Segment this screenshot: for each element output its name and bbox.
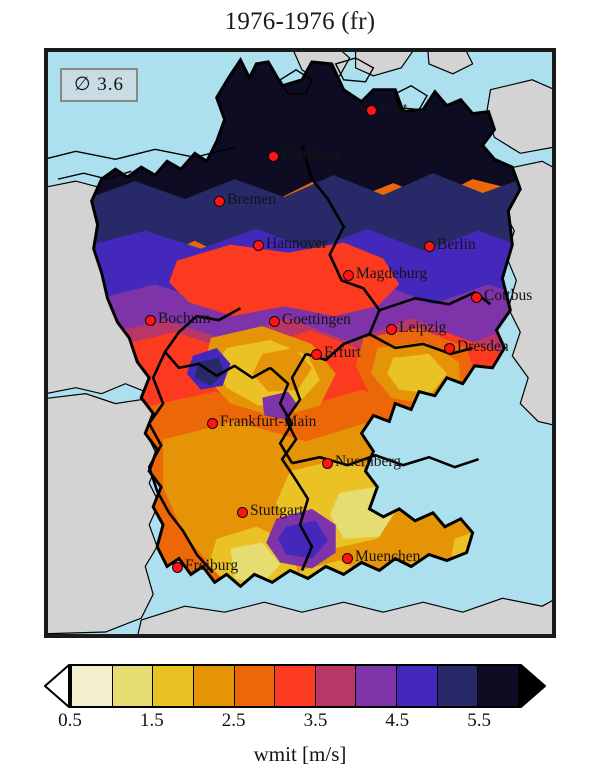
colorbar-segment-0 xyxy=(72,666,113,706)
colorbar-tick-1.5: 1.5 xyxy=(139,710,164,731)
city-label: Frankfurt-Main xyxy=(220,413,317,430)
colorbar-segment-8 xyxy=(397,666,438,706)
colorbar-tick-3.5: 3.5 xyxy=(303,710,328,731)
city-dot-icon xyxy=(424,241,435,252)
city-dot-icon xyxy=(268,151,279,162)
city-label: Muenchen xyxy=(355,548,421,565)
city-dot-icon xyxy=(207,418,218,429)
city-label: Nuernberg xyxy=(335,453,401,470)
city-dot-icon xyxy=(253,240,264,251)
city-label: Freiburg xyxy=(185,557,239,574)
city-dot-icon xyxy=(237,507,248,518)
colorbar-tick-5.5: 5.5 xyxy=(467,710,491,731)
colorbar-segment-3 xyxy=(193,666,235,706)
coastline-detail xyxy=(46,57,428,180)
colorbar-segment-5 xyxy=(275,666,316,706)
city-label: Magdeburg xyxy=(356,265,428,282)
city-dot-icon xyxy=(342,553,353,564)
colorbar-segment-6 xyxy=(315,666,357,706)
city-dot-icon xyxy=(343,270,354,281)
state-borders xyxy=(147,144,492,574)
city-label: Erfurt xyxy=(324,344,362,361)
map-border xyxy=(46,50,554,636)
city-dot-icon xyxy=(311,349,322,360)
colorbar: 0.5 1.5 2.5 3.5 4.5 5.5 wmit [m/s] xyxy=(0,658,600,780)
colorbar-segment-10 xyxy=(478,666,519,706)
colorbar-segment-7 xyxy=(356,666,398,706)
city-label: Stuttgart xyxy=(250,502,304,519)
city-label: Hamburg xyxy=(281,146,340,163)
colorbar-ticks: 0.5 1.5 2.5 3.5 4.5 5.5 xyxy=(44,710,556,736)
map-frame xyxy=(44,48,556,638)
city-dot-icon xyxy=(172,562,183,573)
city-label: Berlin xyxy=(437,236,476,253)
city-label: Rost xyxy=(379,100,408,117)
colorbar-segments xyxy=(70,664,520,708)
colorbar-row xyxy=(44,664,556,708)
city-dot-icon xyxy=(386,324,397,335)
city-dot-icon xyxy=(444,343,455,354)
colorbar-over-arrow xyxy=(520,664,546,708)
city-label: Bremen xyxy=(227,191,277,208)
city-dot-icon xyxy=(269,316,280,327)
city-dot-icon xyxy=(214,196,225,207)
city-dot-icon xyxy=(322,458,333,469)
colorbar-under-arrow xyxy=(44,664,70,708)
colorbar-segment-9 xyxy=(437,666,479,706)
germany-national-border xyxy=(90,56,522,589)
city-label: Bochum xyxy=(158,310,211,327)
colorbar-segment-2 xyxy=(153,666,194,706)
city-dot-icon xyxy=(471,292,482,303)
colorbar-segment-1 xyxy=(112,666,154,706)
city-label: Goettingen xyxy=(282,311,351,328)
city-label: Hannover xyxy=(266,235,328,252)
city-label: Leipzig xyxy=(399,319,447,336)
city-label: Dresden xyxy=(457,338,509,355)
city-dot-icon xyxy=(145,315,156,326)
colorbar-tick-0.5: 0.5 xyxy=(58,710,82,731)
city-label: Cottbus xyxy=(484,287,533,304)
average-badge: ∅ 3.6 xyxy=(60,68,139,102)
colorbar-axis-label: wmit [m/s] xyxy=(253,742,347,766)
germany-wind-map xyxy=(46,50,554,636)
page-title: 1976-1976 (fr) xyxy=(224,8,376,35)
colorbar-segment-4 xyxy=(234,666,276,706)
colorbar-tick-4.5: 4.5 xyxy=(385,710,410,731)
city-dot-icon xyxy=(366,105,377,116)
colorbar-tick-2.5: 2.5 xyxy=(221,710,246,731)
